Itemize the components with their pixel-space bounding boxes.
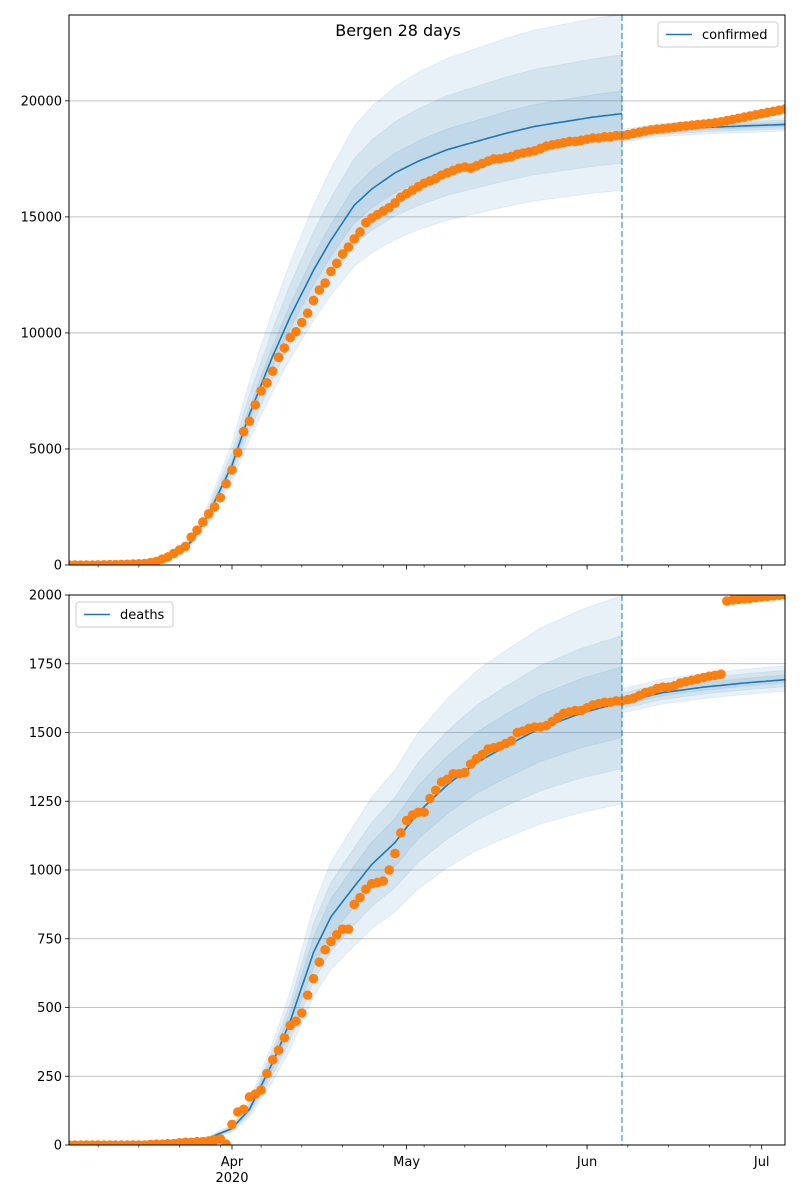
observed-point xyxy=(355,892,365,903)
legend-label: confirmed xyxy=(702,28,768,43)
observed-point xyxy=(221,478,231,489)
observed-point xyxy=(419,807,429,818)
observed-point xyxy=(250,400,261,410)
observed-point xyxy=(198,517,208,527)
observed-point xyxy=(285,332,296,343)
observed-point xyxy=(343,924,354,934)
observed-point xyxy=(262,1068,272,1079)
y-tick-label: 15000 xyxy=(21,210,62,225)
model-forecast-line xyxy=(621,678,785,703)
observed-point xyxy=(297,317,307,328)
fit-uncertainty-band xyxy=(69,15,623,565)
observed-point xyxy=(349,899,360,910)
forecast-uncertainty-band xyxy=(621,665,785,714)
axes-frame xyxy=(68,14,786,566)
y-tick-label: 10000 xyxy=(21,326,62,341)
observed-point xyxy=(506,735,517,746)
y-tick-label: 1000 xyxy=(29,864,62,879)
y-tick-label: 5000 xyxy=(29,442,62,457)
observed-point xyxy=(192,525,202,535)
observed-point xyxy=(238,1104,249,1115)
observed-point xyxy=(425,793,435,804)
x-tick-label: Apr xyxy=(221,1155,244,1170)
confirmed-panel: 0 5000 10000 15000 20000 confirmed xyxy=(21,14,786,574)
observed-point xyxy=(337,249,348,259)
observed-point xyxy=(326,266,336,277)
observed-point xyxy=(209,502,220,512)
y-tick-label: 0 xyxy=(54,1139,62,1154)
y-tick-label: 1250 xyxy=(29,795,62,810)
y-tick-label: 1750 xyxy=(29,657,62,672)
y-tick-label: 2000 xyxy=(29,589,62,604)
observed-point xyxy=(430,785,441,796)
observed-point xyxy=(308,295,319,306)
y-tick-label: 20000 xyxy=(21,94,62,109)
observed-point xyxy=(343,242,354,252)
fit-uncertainty-band xyxy=(69,665,623,1145)
observed-point xyxy=(256,1085,266,1095)
observed-point xyxy=(215,492,226,503)
observed-point xyxy=(355,227,365,237)
observed-point xyxy=(302,990,313,1000)
observed-point xyxy=(460,767,470,778)
x-tick-label: May xyxy=(393,1155,420,1170)
observed-point xyxy=(780,595,785,600)
observed-point xyxy=(716,669,726,679)
legend: deaths xyxy=(75,601,174,628)
observed-point xyxy=(302,308,313,319)
y-tick-label: 1500 xyxy=(29,726,62,741)
observed-point xyxy=(279,343,290,353)
observed-point xyxy=(267,366,278,377)
axes-frame xyxy=(68,594,786,1146)
observed-point xyxy=(331,258,342,269)
observed-point xyxy=(390,848,400,859)
observed-point xyxy=(320,944,330,955)
x-tick-sublabel: 2020 xyxy=(215,1171,248,1186)
observed-point xyxy=(227,465,237,475)
observed-point xyxy=(203,509,214,519)
observed-point xyxy=(308,973,319,984)
observed-point xyxy=(314,957,325,967)
observed-point xyxy=(291,326,301,337)
observed-point xyxy=(279,1032,290,1043)
observed-point xyxy=(221,1139,231,1145)
observed-point xyxy=(233,447,243,458)
observed-point xyxy=(244,416,255,426)
observed-point xyxy=(273,352,284,363)
observed-point xyxy=(314,285,325,295)
observed-point xyxy=(227,1119,237,1130)
y-tick-label: 0 xyxy=(54,559,62,574)
observed-point xyxy=(180,541,191,552)
observed-point xyxy=(267,1054,278,1065)
legend-box xyxy=(75,601,174,628)
observed-point xyxy=(390,198,400,208)
observed-point xyxy=(384,865,394,875)
observed-point xyxy=(256,386,266,396)
legend-label: deaths xyxy=(120,608,165,623)
plot-area xyxy=(69,15,785,565)
y-tick-label: 750 xyxy=(37,932,62,947)
observed-point xyxy=(326,936,336,947)
observed-point xyxy=(297,1008,307,1018)
chart-title: Bergen 28 days xyxy=(335,21,461,40)
observed-point xyxy=(262,378,272,388)
x-tick-label: Jun xyxy=(576,1155,597,1170)
x-tick-label: Jul xyxy=(753,1155,770,1170)
observed-point xyxy=(291,1016,301,1027)
observed-point xyxy=(320,278,330,288)
observed-point xyxy=(238,426,249,437)
legend: confirmed xyxy=(657,21,779,48)
y-tick-label: 500 xyxy=(37,1001,62,1016)
observed-point xyxy=(780,104,785,114)
legend-box xyxy=(657,21,779,48)
observed-point xyxy=(396,828,406,838)
observed-point xyxy=(186,532,197,542)
observed-point xyxy=(378,876,389,886)
y-tick-label: 250 xyxy=(37,1070,62,1085)
observed-point xyxy=(273,1045,284,1055)
observed-point xyxy=(349,234,360,244)
plot-area xyxy=(69,595,785,1145)
